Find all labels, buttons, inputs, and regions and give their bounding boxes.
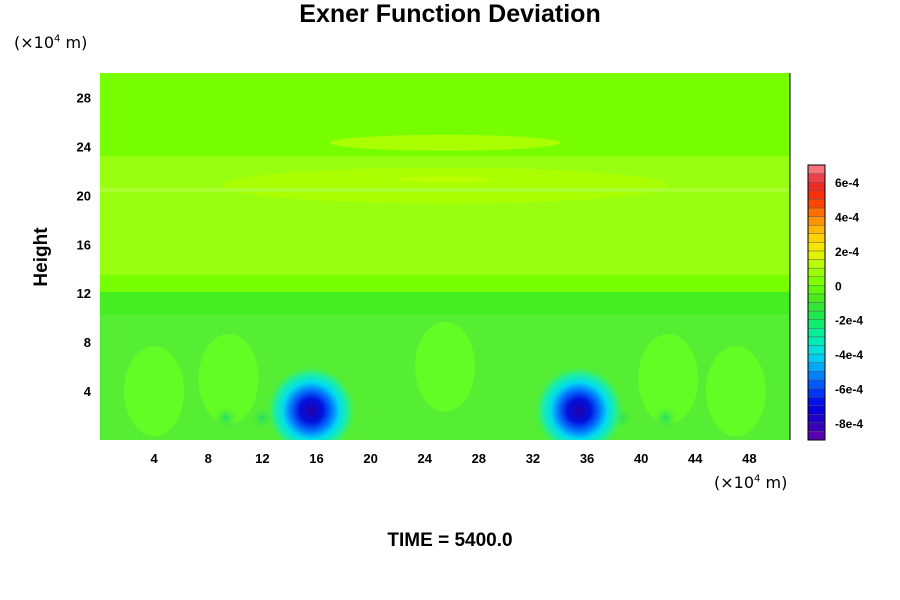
colorbar-band (807, 276, 826, 286)
colorbar-band (807, 388, 826, 398)
x-tick-label: 36 (580, 451, 594, 466)
colorbar-band (807, 310, 826, 320)
field-minimum-2 (532, 364, 625, 440)
colorbar-band (807, 250, 826, 260)
colorbar: 6e-4 4e-4 2e-4 0 -2e-4 -4e-4 -6e-4 -8e-4 (807, 164, 863, 441)
colorbar-band (807, 267, 826, 277)
colorbar-band (807, 422, 826, 432)
x-tick-label: 44 (688, 451, 703, 466)
colorbar-band (807, 414, 826, 424)
colorbar-band (807, 345, 826, 355)
colorbar-tick-label: 4e-4 (835, 211, 859, 225)
y-unit-label: (×104 m) (14, 33, 88, 52)
field-band-positive (221, 167, 669, 204)
colorbar-band (807, 207, 826, 217)
colorbar-band (807, 181, 826, 191)
colorbar-band (807, 371, 826, 381)
x-tick-label: 20 (363, 451, 377, 466)
y-tick-label: 28 (77, 90, 91, 105)
field-lobe (415, 321, 475, 412)
y-tick-label: 20 (77, 188, 91, 203)
field-small-minimum (653, 405, 678, 430)
colorbar-frame (807, 164, 826, 441)
field-band-positive-top (330, 134, 560, 151)
field-lobe (705, 346, 766, 437)
y-tick-label: 4 (84, 384, 92, 399)
field-band-peak (397, 176, 493, 183)
x-tick-label: 8 (205, 451, 212, 466)
x-unit-label: (×104 m) (714, 473, 788, 492)
colorbar-tick-label: -4e-4 (835, 348, 863, 362)
colorbar-band (807, 431, 826, 441)
x-tick-label: 4 (151, 451, 159, 466)
colorbar-band (807, 216, 826, 226)
colorbar-tick-label: 0 (835, 279, 842, 293)
x-tick-label: 16 (309, 451, 323, 466)
colorbar-band (807, 396, 826, 406)
field-lobe (124, 346, 185, 437)
x-tick-label: 48 (742, 451, 756, 466)
y-tick-label: 24 (77, 139, 92, 154)
colorbar-band (807, 242, 826, 252)
colorbar-band (807, 199, 826, 209)
field-lobe (198, 333, 259, 424)
colorbar-band (807, 173, 826, 183)
x-tick-label: 40 (634, 451, 648, 466)
colorbar-band (807, 293, 826, 303)
colorbar-band (807, 405, 826, 415)
field-line-20 (100, 187, 790, 192)
colorbar-band (807, 328, 826, 338)
field-minimum-1 (265, 364, 358, 440)
field-band-12 (100, 291, 790, 314)
x-tick-label: 28 (472, 451, 486, 466)
colorbar-band (807, 319, 826, 329)
colorbar-band (807, 379, 826, 389)
y-tick-label: 8 (84, 335, 91, 350)
chart-title: Exner Function Deviation (299, 0, 601, 28)
colorbar-band (807, 302, 826, 312)
y-tick-label: 16 (77, 237, 91, 252)
y-tick-label: 12 (77, 286, 91, 301)
x-tick-label: 32 (526, 451, 540, 466)
field-background (100, 73, 790, 440)
colorbar-band (807, 362, 826, 372)
x-tick-label: 24 (417, 451, 432, 466)
field-small-minimum (213, 405, 238, 430)
colorbar-band (807, 285, 826, 295)
colorbar-band (807, 336, 826, 346)
colorbar-band (807, 164, 826, 174)
colorbar-band (807, 190, 826, 200)
colorbar-tick-label: -6e-4 (835, 382, 863, 396)
colorbar-band (807, 233, 826, 243)
time-label: TIME = 5400.0 (387, 530, 513, 551)
colorbar-band (807, 224, 826, 234)
colorbar-band (807, 259, 826, 269)
colorbar-tick-label: 6e-4 (835, 176, 859, 190)
field-lobe (638, 333, 699, 424)
colorbar-tick-label: -2e-4 (835, 314, 863, 328)
x-tick-label: 12 (255, 451, 269, 466)
colorbar-tick-label: 2e-4 (835, 245, 859, 259)
colorbar-tick-label: -8e-4 (835, 417, 863, 431)
colorbar-band (807, 353, 826, 363)
